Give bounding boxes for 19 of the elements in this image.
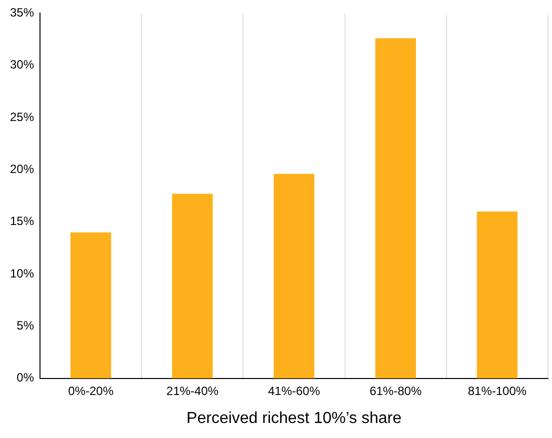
bar xyxy=(70,232,112,378)
y-tick-label: 35% xyxy=(10,6,34,20)
x-tick-label: 41%-60% xyxy=(268,384,320,398)
y-tick-label: 25% xyxy=(10,110,34,124)
y-tick-label: 5% xyxy=(16,318,34,333)
y-tick-label: 15% xyxy=(10,214,34,228)
bar xyxy=(476,211,518,378)
y-tick-label: 20% xyxy=(10,162,34,176)
bar xyxy=(172,194,213,378)
bar xyxy=(274,174,314,378)
bar xyxy=(375,38,416,378)
y-tick-label: 0% xyxy=(16,370,34,385)
y-tick-label: 30% xyxy=(10,58,34,72)
x-axis-title: Perceived richest 10%’s share xyxy=(186,410,402,427)
x-tick-label: 61%-80% xyxy=(370,384,422,398)
y-tick-label: 10% xyxy=(10,266,34,280)
x-tick-label: 21%-40% xyxy=(166,384,219,398)
x-tick-label: 81%-100% xyxy=(468,384,527,398)
x-tick-label: 0%-20% xyxy=(68,384,114,398)
